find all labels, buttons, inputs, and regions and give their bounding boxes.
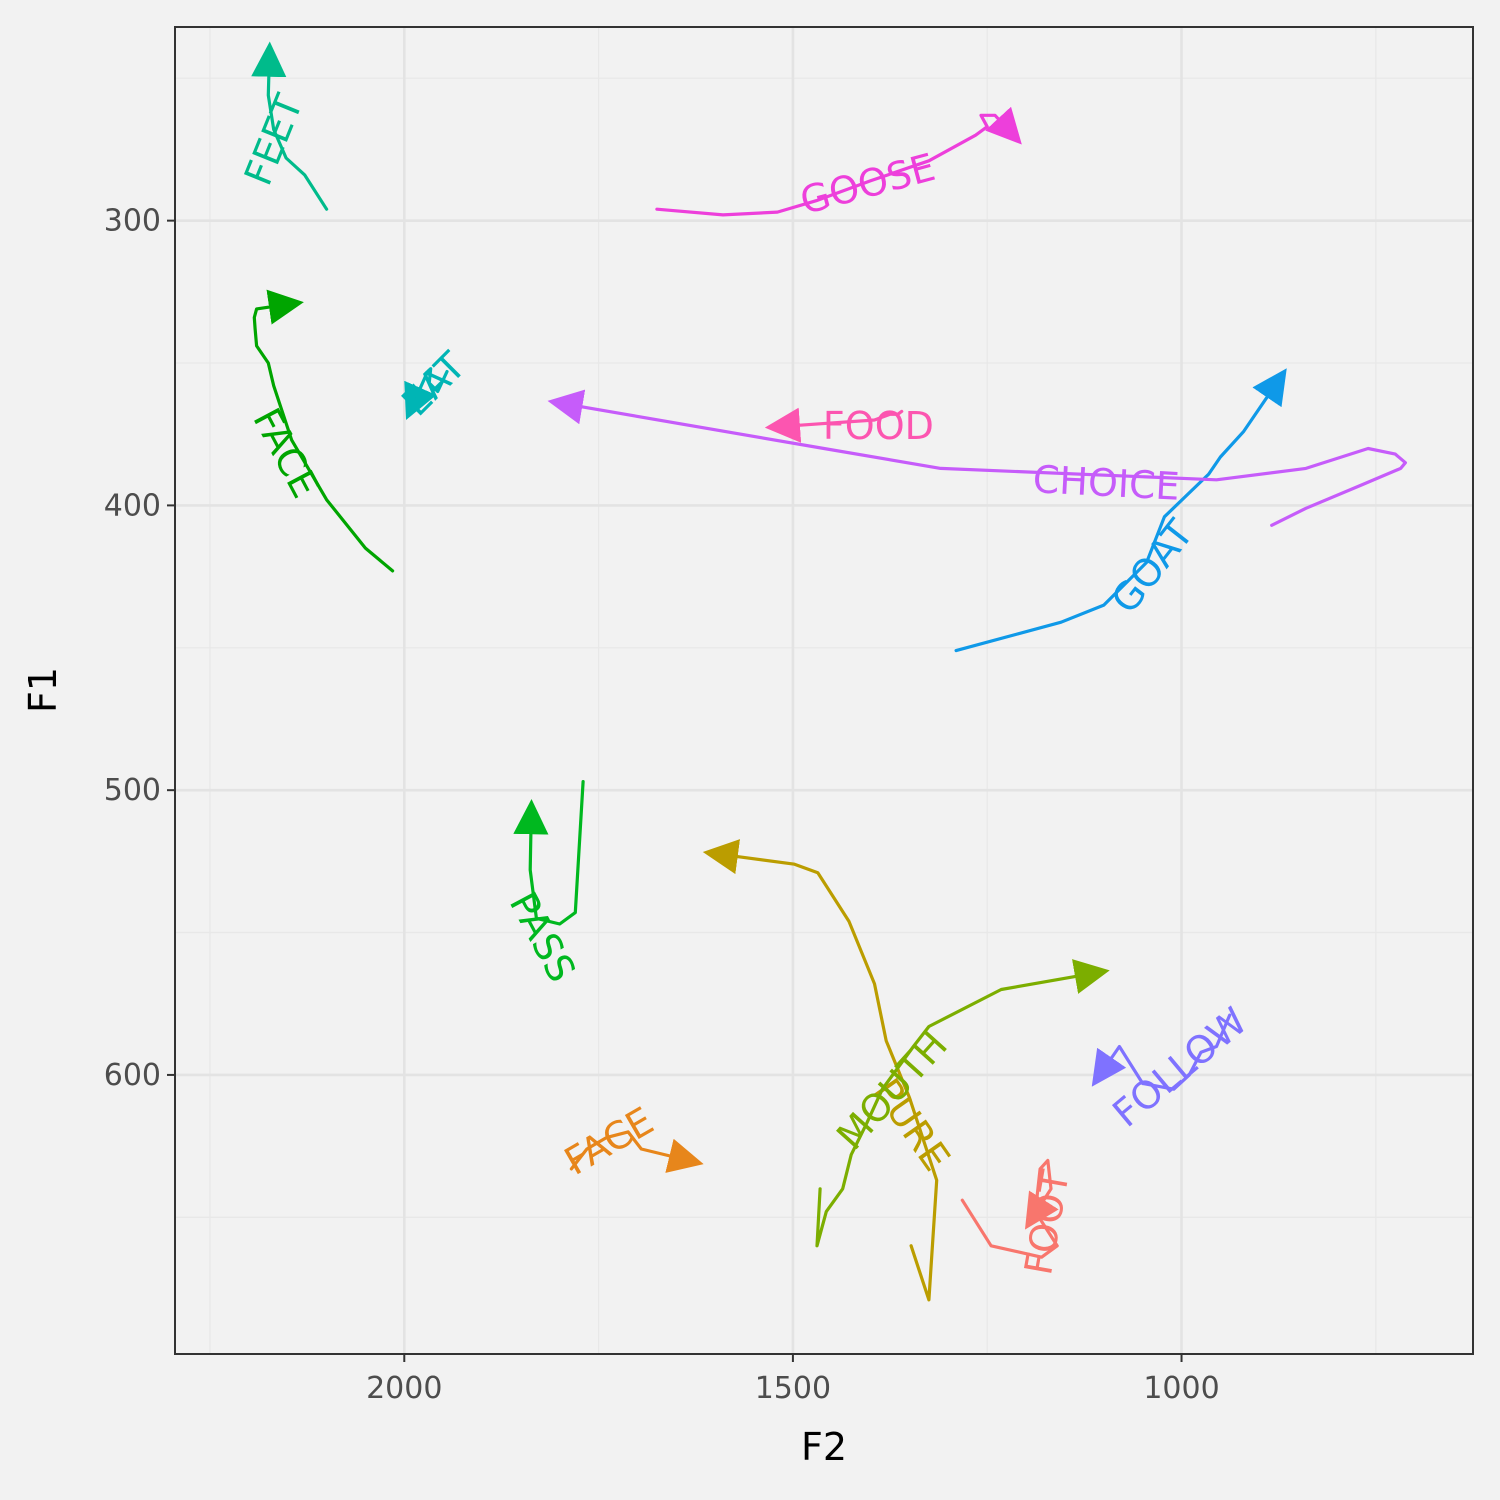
trajectory-line bbox=[252, 289, 395, 573]
x-axis-title: F2 bbox=[801, 1425, 847, 1469]
trajectory-line bbox=[547, 389, 1408, 527]
major-gridlines bbox=[175, 27, 1473, 1354]
trajectory-line bbox=[655, 106, 1022, 217]
trajectory-line bbox=[764, 407, 904, 443]
series-food-11: FOOD bbox=[764, 404, 934, 448]
trajectory-line bbox=[513, 779, 585, 926]
trajectory-line bbox=[815, 959, 1110, 1248]
y-axis: 300 400 500 600 bbox=[104, 204, 175, 1093]
y-tick-label: 300 bbox=[104, 204, 161, 239]
series-label: CHOICE bbox=[1032, 457, 1181, 509]
panel-background bbox=[175, 27, 1473, 1354]
y-tick-label: 400 bbox=[104, 488, 161, 523]
trajectory-line bbox=[954, 368, 1287, 653]
trajectory-line bbox=[404, 367, 449, 421]
x-axis: 2000 1500 1000 bbox=[366, 1354, 1220, 1406]
trajectory-line bbox=[960, 1158, 1059, 1259]
panel-border bbox=[174, 26, 1474, 1355]
x-tick-label: 1000 bbox=[1143, 1371, 1219, 1406]
y-tick-label: 500 bbox=[104, 773, 161, 808]
y-axis-title: F1 bbox=[21, 667, 65, 713]
series-label: FOOD bbox=[823, 404, 934, 448]
trajectory-line bbox=[1091, 1013, 1232, 1091]
x-tick-label: 2000 bbox=[366, 1371, 442, 1406]
series-choice-9: CHOICE bbox=[547, 389, 1408, 527]
x-tick-label: 1500 bbox=[755, 1371, 831, 1406]
trajectory-line bbox=[569, 1130, 704, 1173]
y-tick-label: 600 bbox=[104, 1058, 161, 1093]
trajectory-line bbox=[251, 41, 329, 211]
trajectory-line bbox=[702, 839, 939, 1302]
